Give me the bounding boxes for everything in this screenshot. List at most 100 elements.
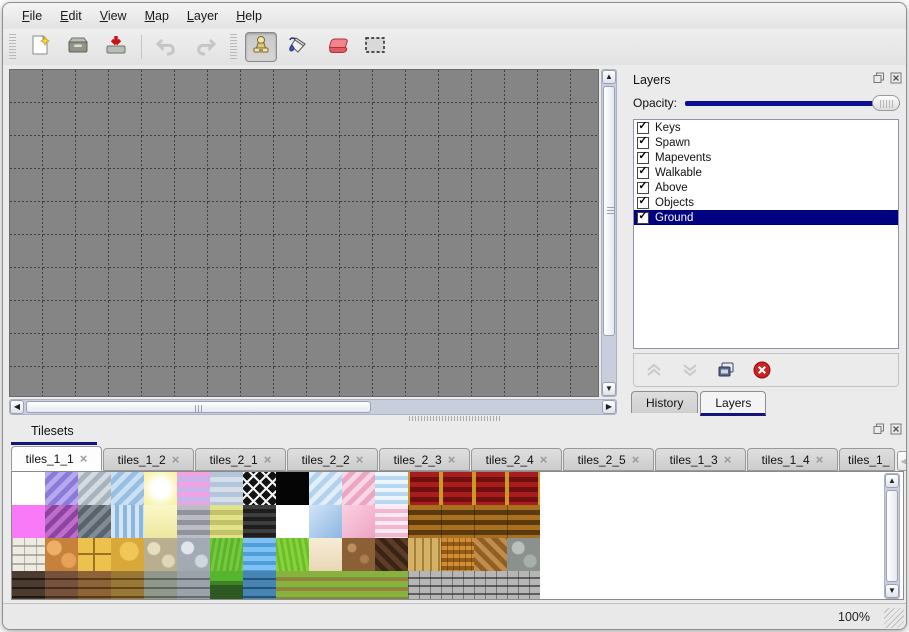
toolbar-grip[interactable] bbox=[230, 34, 237, 60]
close-tab-icon[interactable]: × bbox=[631, 452, 640, 467]
tile[interactable] bbox=[276, 472, 309, 505]
tile[interactable] bbox=[441, 538, 474, 571]
tile[interactable] bbox=[210, 538, 243, 571]
scroll-down-button[interactable]: ▼ bbox=[602, 382, 616, 396]
canvas-vertical-scrollbar[interactable]: ▲ ▼ bbox=[601, 69, 617, 397]
tile[interactable] bbox=[111, 538, 144, 571]
tile[interactable] bbox=[408, 571, 441, 599]
tile[interactable] bbox=[276, 538, 309, 571]
tile[interactable] bbox=[210, 472, 243, 505]
scroll-up-button[interactable]: ▲ bbox=[885, 474, 899, 488]
menu-item[interactable]: Layer bbox=[186, 9, 219, 23]
layer-visibility-checkbox[interactable]: ✓ bbox=[637, 196, 649, 209]
delete-layer-button[interactable] bbox=[750, 358, 774, 382]
tile[interactable] bbox=[111, 571, 144, 599]
tile[interactable] bbox=[441, 505, 474, 538]
tile[interactable] bbox=[276, 505, 309, 538]
tile[interactable] bbox=[408, 538, 441, 571]
tile[interactable] bbox=[441, 472, 474, 505]
tile[interactable] bbox=[309, 472, 342, 505]
tile[interactable] bbox=[375, 571, 408, 599]
layer-visibility-checkbox[interactable]: ✓ bbox=[637, 121, 649, 134]
layer-row[interactable]: ✓ Spawn bbox=[634, 135, 898, 150]
tileset-tab[interactable]: tiles_2_3 × bbox=[379, 448, 470, 471]
close-tab-icon[interactable]: × bbox=[723, 452, 732, 467]
tile[interactable] bbox=[507, 472, 540, 505]
tileset-tab[interactable]: tiles_2_1 × bbox=[195, 448, 286, 471]
tile[interactable] bbox=[45, 571, 78, 599]
move-layer-up-button[interactable] bbox=[642, 358, 666, 382]
scroll-left-button[interactable]: ◀ bbox=[10, 400, 24, 414]
tileset-vertical-scrollbar[interactable]: ▲ ▼ bbox=[884, 473, 900, 599]
layer-row[interactable]: ✓ Objects bbox=[634, 195, 898, 210]
close-panel-icon[interactable] bbox=[889, 422, 902, 435]
tile[interactable] bbox=[408, 472, 441, 505]
layer-visibility-checkbox[interactable]: ✓ bbox=[637, 151, 649, 164]
layer-visibility-checkbox[interactable]: ✓ bbox=[637, 166, 649, 179]
dock-tab[interactable]: Layers bbox=[700, 391, 767, 416]
tile[interactable] bbox=[507, 505, 540, 538]
tile[interactable] bbox=[243, 472, 276, 505]
layer-visibility-checkbox[interactable]: ✓ bbox=[637, 181, 649, 194]
scroll-thumb[interactable] bbox=[886, 490, 898, 582]
tile[interactable] bbox=[144, 571, 177, 599]
tile[interactable] bbox=[144, 538, 177, 571]
opacity-slider[interactable] bbox=[685, 95, 900, 111]
redo-button[interactable] bbox=[189, 32, 221, 62]
tile[interactable] bbox=[507, 538, 540, 571]
scroll-up-button[interactable]: ▲ bbox=[602, 70, 616, 84]
scroll-right-button[interactable]: ▶ bbox=[602, 400, 616, 414]
canvas-horizontal-scrollbar[interactable]: ◀ ▶ bbox=[9, 399, 617, 415]
tile[interactable] bbox=[177, 571, 210, 599]
undo-button[interactable] bbox=[151, 32, 183, 62]
close-tab-icon[interactable]: × bbox=[355, 452, 364, 467]
tile[interactable] bbox=[78, 571, 111, 599]
tile[interactable] bbox=[375, 538, 408, 571]
move-layer-down-button[interactable] bbox=[678, 358, 702, 382]
tile[interactable] bbox=[210, 505, 243, 538]
stamp-tool-button[interactable] bbox=[245, 32, 277, 62]
menu-item[interactable]: Edit bbox=[60, 9, 82, 23]
menu-item[interactable]: Help bbox=[236, 9, 262, 23]
tile[interactable] bbox=[474, 472, 507, 505]
tile[interactable] bbox=[474, 538, 507, 571]
duplicate-layer-button[interactable] bbox=[714, 358, 738, 382]
tile[interactable] bbox=[309, 571, 342, 599]
layer-row[interactable]: ✓ Mapevents bbox=[634, 150, 898, 165]
tile[interactable] bbox=[276, 571, 309, 599]
scroll-thumb[interactable] bbox=[603, 86, 615, 336]
close-tab-icon[interactable]: × bbox=[815, 452, 824, 467]
tile[interactable] bbox=[375, 505, 408, 538]
tile[interactable] bbox=[177, 472, 210, 505]
float-panel-icon[interactable] bbox=[872, 422, 885, 435]
tileset-tab[interactable]: tiles_1_3 × bbox=[655, 448, 746, 471]
tile[interactable] bbox=[78, 538, 111, 571]
tab-scroll-left-button[interactable]: ◀ bbox=[897, 451, 906, 471]
tile[interactable] bbox=[342, 538, 375, 571]
close-tab-icon[interactable]: × bbox=[447, 452, 456, 467]
tile[interactable] bbox=[45, 538, 78, 571]
tile[interactable] bbox=[243, 505, 276, 538]
tile[interactable] bbox=[342, 472, 375, 505]
dock-tab[interactable]: History bbox=[631, 391, 699, 413]
toolbar-grip[interactable] bbox=[9, 34, 16, 60]
tile[interactable] bbox=[78, 505, 111, 538]
tile[interactable] bbox=[375, 472, 408, 505]
tile[interactable] bbox=[342, 505, 375, 538]
close-tab-icon[interactable]: × bbox=[79, 451, 88, 466]
fill-tool-button[interactable] bbox=[283, 32, 315, 62]
scroll-thumb[interactable] bbox=[26, 401, 371, 413]
tileset-tab[interactable]: tiles_1_ × bbox=[839, 448, 895, 471]
tile[interactable] bbox=[45, 505, 78, 538]
tile[interactable] bbox=[12, 571, 45, 599]
layer-row[interactable]: ✓ Above bbox=[634, 180, 898, 195]
close-tab-icon[interactable]: × bbox=[539, 452, 548, 467]
tile[interactable] bbox=[111, 472, 144, 505]
window-resize-grip[interactable] bbox=[884, 608, 904, 628]
dock-splitter[interactable] bbox=[3, 415, 906, 421]
layer-row[interactable]: ✓ Keys bbox=[634, 120, 898, 135]
tile[interactable] bbox=[342, 571, 375, 599]
tileset-tab[interactable]: tiles_2_2 × bbox=[287, 448, 378, 471]
tileset-tab[interactable]: tiles_1_1 × bbox=[11, 446, 102, 471]
tileset-tab[interactable]: tiles_2_5 × bbox=[563, 448, 654, 471]
